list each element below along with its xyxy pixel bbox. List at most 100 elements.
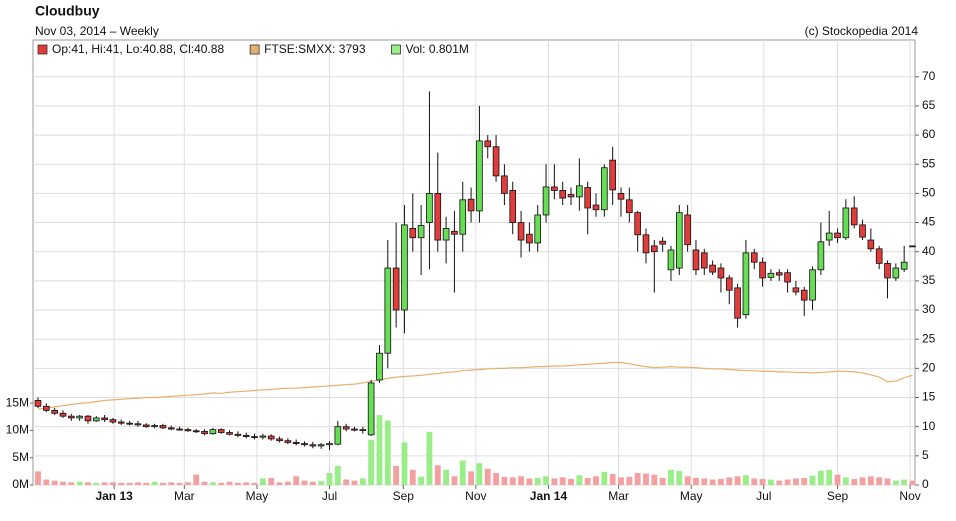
candle-body: [109, 419, 117, 423]
volume-bar: [776, 480, 783, 485]
candle-body: [775, 272, 783, 276]
volume-bar: [401, 442, 408, 485]
candle-body: [426, 192, 433, 223]
volume-bar: [568, 478, 574, 485]
volume-bar: [626, 476, 633, 485]
volume-bar: [693, 477, 699, 485]
candle-body: [84, 415, 92, 422]
candle-body: [334, 426, 342, 445]
candle-body: [392, 267, 400, 311]
candle-body: [201, 430, 208, 435]
volume-bar: [884, 478, 891, 485]
volume-bar: [334, 465, 341, 485]
candle-body: [601, 167, 608, 211]
candle-body: [817, 241, 825, 271]
candle-body: [800, 289, 808, 301]
candle-body: [542, 186, 550, 216]
candle-body: [526, 233, 533, 244]
candle-body: [92, 417, 100, 422]
volume-bar: [867, 476, 874, 485]
candle-body: [242, 435, 250, 437]
candle-body: [767, 272, 775, 278]
volume-bar: [118, 482, 125, 485]
volume-bar: [68, 482, 75, 485]
volume-bar: [551, 478, 558, 485]
candle-body: [492, 146, 500, 177]
candle-body: [134, 423, 142, 426]
candle-body: [476, 140, 483, 212]
volume-bar: [184, 482, 191, 485]
volume-bar: [318, 481, 325, 485]
candle-body: [451, 230, 458, 235]
x-tick-label: Nov: [465, 489, 486, 503]
volume-bar: [151, 481, 158, 485]
candle-body: [234, 433, 242, 436]
candle-body: [675, 212, 683, 269]
volume-bar: [826, 469, 833, 485]
candle-body: [117, 421, 125, 424]
candle-body: [617, 192, 625, 200]
y2-tick-label: 10M: [6, 423, 29, 437]
chart-subtitle: Nov 03, 2014 – Weekly: [35, 24, 159, 38]
candle-body: [267, 435, 275, 440]
y-tick-label: 20: [922, 361, 936, 375]
y-tick-label: 30: [922, 302, 936, 316]
x-tick-label: Jan 14: [530, 489, 568, 503]
volume-bar: [268, 477, 275, 485]
candle-body: [909, 245, 916, 248]
legend-swatch: [249, 44, 260, 55]
volume-bar: [501, 476, 508, 485]
candle-body: [809, 269, 816, 301]
volume-bar: [651, 474, 658, 485]
volume-bar: [842, 477, 849, 485]
volume-bar: [751, 478, 758, 485]
volume-bar: [784, 479, 791, 485]
volume-bar: [409, 469, 416, 485]
x-tick-label: Mar: [608, 489, 629, 503]
volume-bar: [209, 482, 216, 485]
x-tick-label: May: [680, 489, 703, 503]
legend-label: Vol: 0.801M: [406, 42, 469, 56]
volume-bar: [284, 481, 291, 485]
candle-body: [417, 225, 425, 239]
legend-label: FTSE:SMXX: 3793: [264, 42, 366, 56]
candle-body: [342, 426, 350, 430]
volume-bar: [326, 472, 333, 485]
volume-bar: [684, 476, 691, 485]
volume-bar: [135, 482, 141, 485]
candle-body: [684, 214, 691, 246]
volume-bar: [418, 476, 425, 485]
volume-bar: [193, 474, 200, 485]
candle-body: [584, 187, 592, 209]
volume-bar: [668, 469, 674, 485]
plot-frame: [32, 39, 916, 486]
candle-body: [609, 159, 616, 191]
volume-bar: [35, 471, 41, 485]
candle-body: [642, 234, 650, 254]
volume-bar: [276, 482, 283, 485]
candle-body: [501, 175, 508, 194]
candle-body: [292, 442, 300, 444]
candle-body: [534, 214, 542, 244]
candle-body: [401, 224, 408, 311]
volume-bar: [584, 477, 591, 485]
y-tick-label: 0: [922, 477, 929, 491]
x-tick-label: May: [246, 489, 269, 503]
x-tick-label: Jan 13: [95, 489, 133, 503]
volume-bar: [734, 476, 741, 485]
volume-bar: [643, 473, 649, 485]
volume-bar: [293, 476, 300, 485]
candle-body: [217, 429, 225, 433]
candle-body: [750, 252, 758, 263]
volume-bar: [851, 478, 858, 485]
candle-body: [792, 287, 800, 293]
candle-body: [884, 262, 891, 279]
volume-bar: [601, 471, 608, 485]
y-tick-label: 25: [922, 331, 936, 345]
candle-body: [192, 430, 200, 433]
volume-bar: [60, 481, 66, 485]
volume-bar: [459, 460, 466, 485]
volume-bar: [234, 482, 241, 485]
y-tick-label: 35: [922, 273, 936, 287]
